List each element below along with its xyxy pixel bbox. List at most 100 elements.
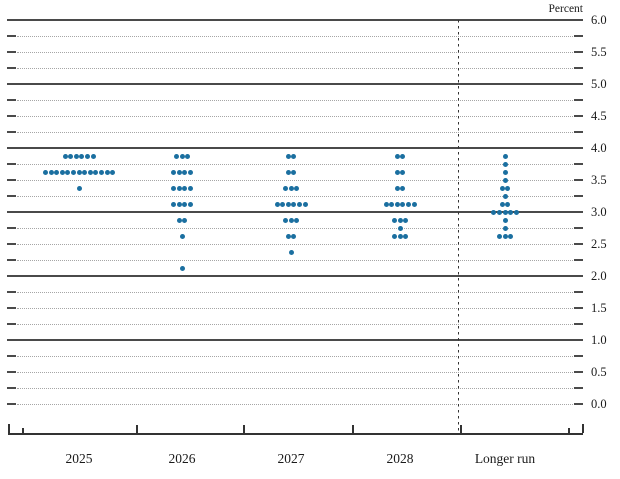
- gridline-solid: [7, 339, 583, 341]
- gridline-edge-dash: [7, 115, 16, 117]
- gridline-edge-dash: [7, 131, 16, 133]
- projection-dot: [496, 233, 502, 239]
- gridline-solid: [7, 83, 583, 85]
- projection-dot: [499, 201, 505, 207]
- projection-dot: [285, 201, 291, 207]
- x-axis-tick: [582, 424, 584, 433]
- projection-dot: [508, 209, 514, 215]
- projection-dot: [185, 153, 191, 159]
- projection-dot: [394, 153, 400, 159]
- projection-dot: [491, 209, 497, 215]
- x-axis-tick: [136, 425, 138, 433]
- projection-dot: [282, 217, 288, 223]
- gridline-edge-dash: [574, 35, 583, 37]
- y-axis-tick-label: 2.0: [591, 269, 607, 283]
- y-axis-tick-label: 2.5: [591, 237, 607, 251]
- projection-dot: [496, 209, 502, 215]
- projection-dot: [400, 169, 406, 175]
- projection-dot: [285, 153, 291, 159]
- projection-dot: [502, 177, 508, 183]
- x-axis-tick: [568, 428, 570, 433]
- projection-dot: [48, 169, 54, 175]
- gridline-solid: [7, 275, 583, 277]
- projection-dot: [90, 153, 96, 159]
- projection-dot: [93, 169, 99, 175]
- projection-dot: [411, 201, 417, 207]
- projection-dot: [502, 209, 508, 215]
- projection-dot: [288, 217, 294, 223]
- x-axis-label-2028: 2028: [386, 451, 414, 466]
- gridline-edge-dash: [574, 323, 583, 325]
- gridline-edge-dash: [574, 131, 583, 133]
- gridline-edge-dash: [574, 115, 583, 117]
- projection-dot: [280, 201, 286, 207]
- projection-dot: [187, 201, 193, 207]
- projection-dot: [400, 201, 406, 207]
- projection-dot: [54, 169, 60, 175]
- projection-dot: [400, 185, 406, 191]
- projection-dot: [176, 169, 182, 175]
- y-axis-tick-label: 3.0: [591, 205, 607, 219]
- gridline-edge-dash: [574, 99, 583, 101]
- gridline-edge-dash: [574, 355, 583, 357]
- gridline-edge-dash: [7, 371, 16, 373]
- projection-dot: [176, 201, 182, 207]
- projection-dot: [87, 169, 93, 175]
- projection-dot: [400, 153, 406, 159]
- gridline-edge-dash: [7, 307, 16, 309]
- gridline-edge-dash: [7, 387, 16, 389]
- gridline-edge-dash: [574, 387, 583, 389]
- projection-dot: [502, 193, 508, 199]
- projection-dot: [282, 185, 288, 191]
- projection-dot: [187, 169, 193, 175]
- projection-dot: [403, 217, 409, 223]
- projection-dot: [291, 153, 297, 159]
- gridline-edge-dash: [7, 163, 16, 165]
- projection-dot: [179, 153, 185, 159]
- projection-dot: [84, 153, 90, 159]
- projection-dot: [187, 185, 193, 191]
- projection-dot: [59, 169, 65, 175]
- y-axis-tick-label: 5.5: [591, 45, 607, 59]
- gridline-edge-dash: [7, 259, 16, 261]
- projection-dot: [104, 169, 110, 175]
- gridline-edge-dash: [574, 291, 583, 293]
- x-axis-label-2026: 2026: [168, 451, 196, 466]
- gridline-edge-dash: [574, 163, 583, 165]
- projection-dot: [182, 185, 188, 191]
- gridline-dotted-segment: [17, 164, 573, 165]
- projection-dot: [405, 201, 411, 207]
- projection-dot: [179, 265, 185, 271]
- x-axis-tick: [460, 425, 462, 433]
- projection-dot: [505, 185, 511, 191]
- gridline-dotted-segment: [17, 100, 573, 101]
- gridline-dotted-segment: [17, 260, 573, 261]
- projection-dot: [397, 233, 403, 239]
- gridline-solid: [7, 211, 583, 213]
- y-axis-tick-label: 1.5: [591, 301, 607, 315]
- gridline-edge-dash: [7, 67, 16, 69]
- projection-dot: [70, 169, 76, 175]
- projection-dot: [288, 185, 294, 191]
- gridline-dotted-segment: [17, 132, 573, 133]
- x-axis-tick: [352, 425, 354, 433]
- gridline-dotted-segment: [17, 388, 573, 389]
- projection-dot: [274, 201, 280, 207]
- projection-dot: [403, 233, 409, 239]
- projection-dot: [42, 169, 48, 175]
- projection-dot: [285, 233, 291, 239]
- projection-dot: [182, 201, 188, 207]
- gridline-edge-dash: [7, 195, 16, 197]
- x-axis-tick: [22, 428, 24, 433]
- y-axis-tick-label: 4.0: [591, 141, 607, 155]
- projection-dot: [73, 153, 79, 159]
- x-axis-baseline: [8, 433, 583, 435]
- projection-dot: [397, 225, 403, 231]
- gridline-edge-dash: [574, 179, 583, 181]
- gridline-edge-dash: [7, 323, 16, 325]
- gridline-dotted-segment: [17, 68, 573, 69]
- projection-dot: [76, 169, 82, 175]
- projection-dot: [394, 201, 400, 207]
- gridline-edge-dash: [574, 259, 583, 261]
- x-axis-label-longer-run: Longer run: [474, 451, 536, 466]
